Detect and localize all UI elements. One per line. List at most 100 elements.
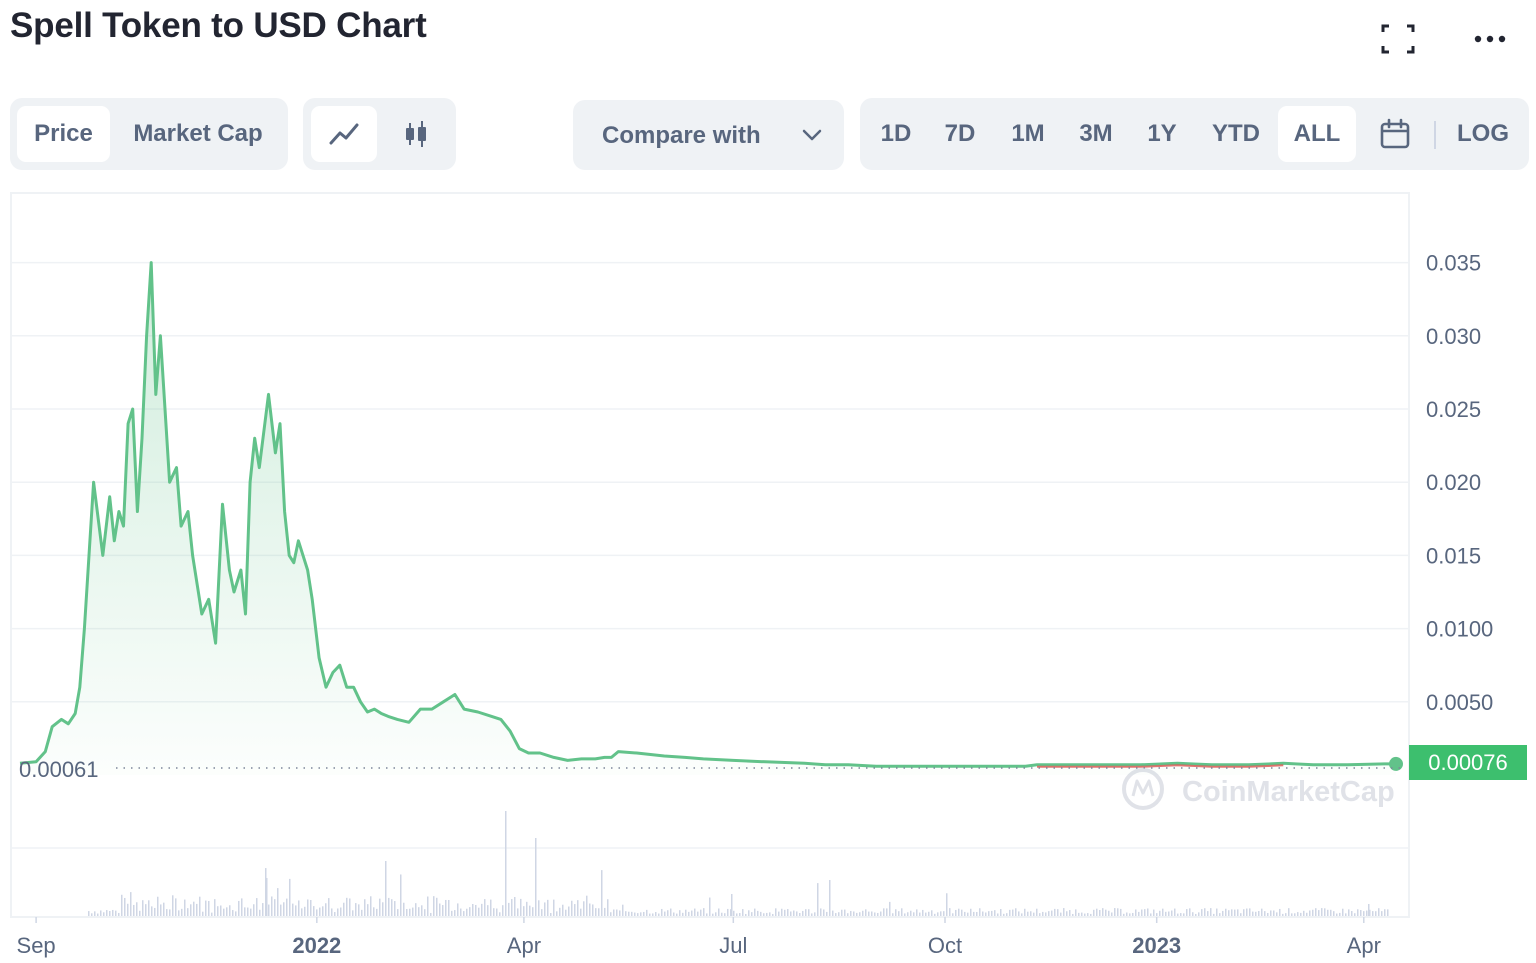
tab-market-cap[interactable]: Market Cap — [133, 120, 263, 147]
volume-bar — [550, 913, 552, 916]
chart-type-toggle — [303, 98, 456, 170]
volume-bar — [1207, 911, 1209, 916]
volume-bar — [1252, 911, 1254, 916]
fullscreen-button[interactable] — [1380, 22, 1416, 56]
volume-bar — [1186, 909, 1188, 916]
volume-bar — [523, 906, 525, 916]
volume-bar — [235, 911, 237, 916]
calendar-icon — [1380, 118, 1410, 149]
chevron-down-icon — [802, 129, 822, 141]
volume-bar — [922, 909, 924, 916]
volume-bar — [706, 913, 708, 916]
candlestick-chart-button[interactable] — [383, 106, 449, 162]
volume-bar — [556, 911, 558, 916]
volume-bar — [1027, 911, 1029, 916]
log-scale-toggle[interactable]: LOG — [1457, 120, 1509, 147]
volume-bar — [742, 909, 744, 916]
volume-bar — [775, 908, 777, 916]
volume-bar — [415, 903, 417, 916]
volume-bar — [1270, 910, 1272, 916]
range-1d[interactable]: 1D — [880, 120, 912, 147]
volume-bar — [901, 908, 903, 916]
volume-bar — [1003, 913, 1005, 916]
volume-bar — [1228, 910, 1230, 916]
y-tick-label: 0.025 — [1426, 397, 1481, 422]
volume-bar — [1357, 909, 1359, 916]
volume-bar — [754, 908, 756, 916]
volume-bar — [451, 910, 453, 916]
compare-with-label: Compare with — [602, 122, 761, 149]
volume-bar — [565, 909, 567, 916]
volume-bar — [841, 909, 843, 916]
volume-bar — [1153, 909, 1155, 916]
range-1m[interactable]: 1M — [1011, 120, 1045, 147]
volume-bar — [988, 911, 990, 916]
volume-bar — [658, 913, 660, 916]
volume-bar — [1333, 911, 1335, 916]
volume-bar — [829, 880, 831, 916]
volume-bar — [268, 904, 270, 916]
volume-bar — [166, 909, 168, 916]
x-tick-label: Apr — [507, 933, 541, 958]
volume-bar — [184, 899, 186, 916]
range-ytd[interactable]: YTD — [1212, 120, 1260, 147]
watermark-text: CoinMarketCap — [1182, 776, 1395, 808]
volume-bar — [1354, 913, 1356, 916]
volume-bar — [1135, 909, 1137, 916]
volume-bar — [1273, 910, 1275, 916]
range-7d[interactable]: 7D — [944, 120, 976, 147]
x-tick-label: 2022 — [292, 933, 341, 958]
tab-price[interactable]: Price — [17, 106, 110, 162]
volume-bar — [1306, 912, 1308, 916]
y-tick-label: 0.035 — [1426, 251, 1481, 276]
range-3m[interactable]: 3M — [1079, 120, 1113, 147]
volume-bar — [112, 909, 114, 916]
volume-bar — [520, 898, 522, 916]
volume-bar — [544, 902, 546, 916]
volume-bar — [1345, 913, 1347, 916]
volume-bar — [694, 908, 696, 916]
volume-bar — [241, 898, 243, 916]
x-tick-label: Oct — [928, 933, 962, 958]
volume-bar — [832, 910, 834, 916]
volume-bar — [298, 900, 300, 916]
volume-bar — [1285, 913, 1287, 916]
volume-bar — [232, 910, 234, 916]
volume-bar — [265, 868, 267, 916]
line-chart-button[interactable] — [311, 106, 377, 162]
volume-bar — [1018, 911, 1020, 916]
date-range-button[interactable] — [1368, 106, 1422, 162]
volume-bar — [370, 896, 372, 916]
volume-bar — [292, 903, 294, 916]
volume-bar — [157, 896, 159, 916]
volume-bar — [1303, 910, 1305, 916]
volume-bar — [1096, 908, 1098, 916]
volume-bar — [274, 899, 276, 916]
volume-bars — [88, 811, 1389, 916]
volume-bar — [631, 911, 633, 916]
volume-bar — [994, 910, 996, 916]
current-price-badge — [1409, 745, 1527, 780]
volume-bar — [1033, 912, 1035, 916]
y-tick-label: 0.0050 — [1426, 690, 1493, 715]
volume-bar — [340, 907, 342, 916]
volume-bar — [229, 905, 231, 916]
volume-bar — [385, 861, 387, 916]
volume-bar — [574, 904, 576, 916]
more-options-button[interactable] — [1470, 22, 1510, 56]
volume-bar — [1150, 913, 1152, 916]
volume-bar — [313, 906, 315, 916]
volume-bar — [1318, 910, 1320, 916]
volume-bar — [751, 912, 753, 916]
volume-bar — [454, 910, 456, 916]
range-1y[interactable]: 1Y — [1147, 120, 1177, 147]
volume-bar — [196, 903, 198, 916]
volume-bar — [619, 910, 621, 916]
volume-bar — [1249, 908, 1251, 916]
volume-bar — [439, 903, 441, 916]
volume-bar — [490, 899, 492, 916]
volume-bar — [1342, 908, 1344, 916]
range-all[interactable]: ALL — [1278, 106, 1356, 162]
compare-with-dropdown[interactable]: Compare with — [573, 100, 844, 170]
